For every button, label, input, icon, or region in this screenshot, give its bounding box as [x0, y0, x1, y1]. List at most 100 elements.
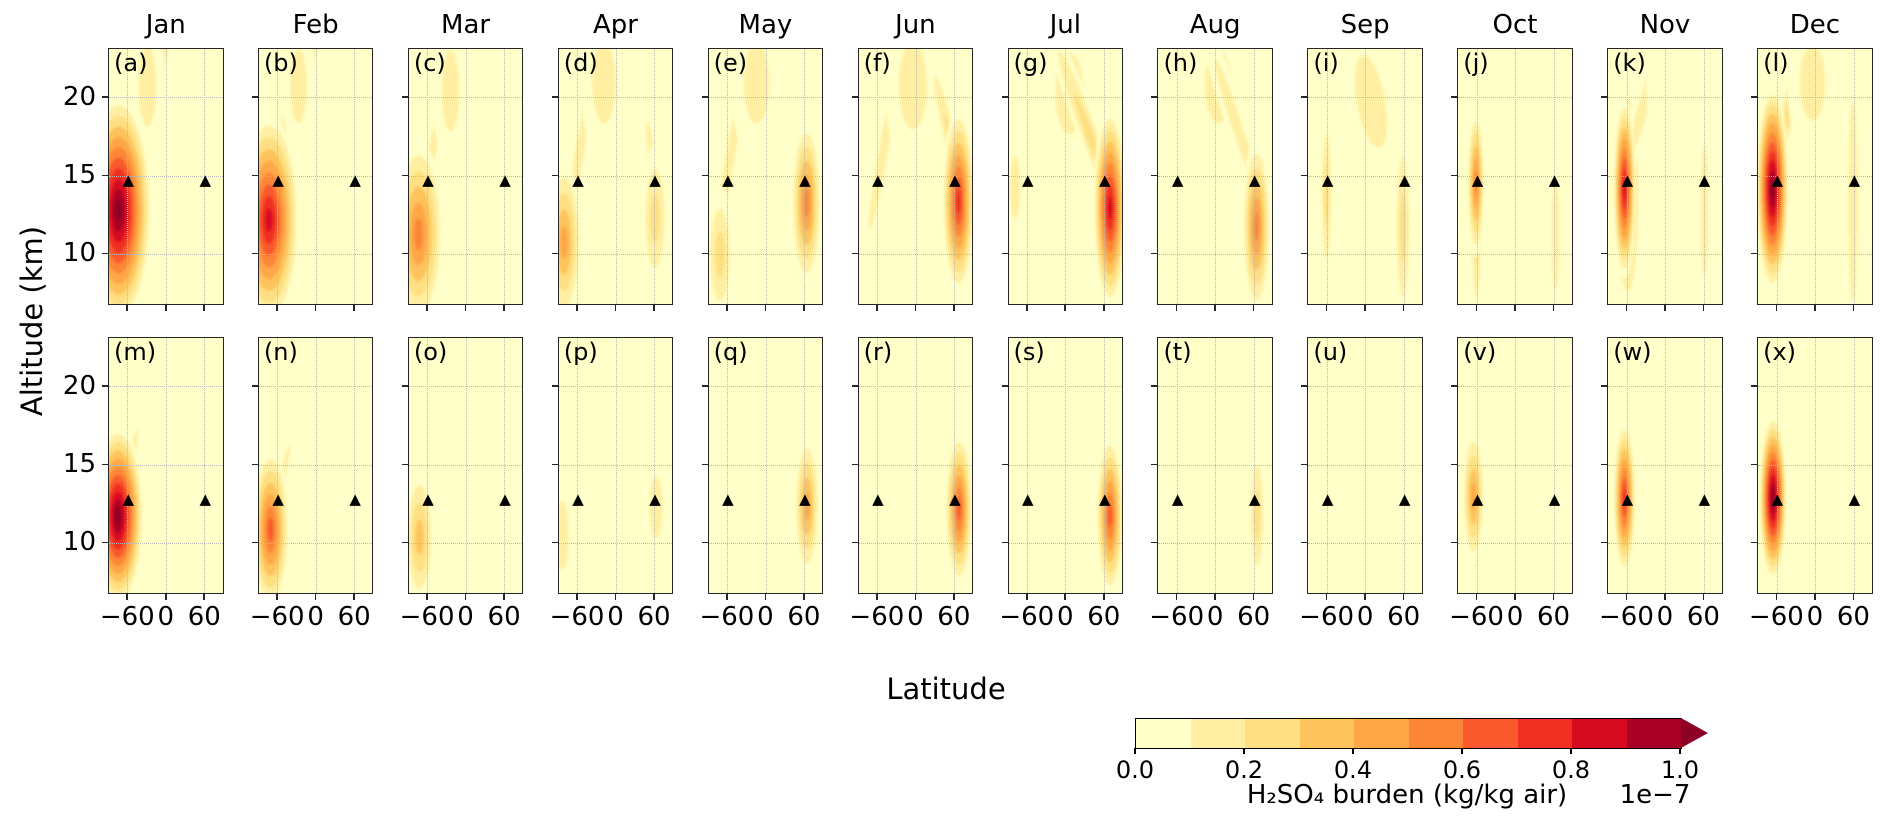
grid-line — [109, 97, 223, 99]
y-axis-tick — [701, 174, 708, 177]
panel-l: Dec ▲ ▲ (l) — [1751, 10, 1873, 311]
colorbar-tick — [1679, 748, 1681, 754]
grid-line — [408, 175, 523, 177]
x-axis-tick — [1064, 305, 1067, 311]
grid-line — [1608, 464, 1722, 466]
x-axis-tick — [1252, 305, 1255, 311]
plot-area: ▲ ▲ (j) — [1457, 48, 1573, 305]
y-axis-tick — [851, 385, 858, 387]
y-axis-tick — [251, 252, 258, 255]
x-axis-tick — [1775, 305, 1778, 311]
y-axis-tick — [102, 252, 108, 255]
x-axis-tick — [464, 305, 467, 311]
contour-blob — [408, 468, 435, 593]
grid-line — [1308, 175, 1422, 177]
grid-line — [1758, 464, 1872, 466]
grid-line — [1158, 464, 1272, 466]
x-tick-label: −60 — [1748, 602, 1804, 632]
grid-line — [1458, 253, 1572, 255]
injection-marker: ▲ — [122, 171, 135, 190]
y-axis-tick — [1001, 174, 1008, 177]
y-tick-label: 15 — [62, 449, 96, 480]
y-axis-tick — [1601, 252, 1608, 255]
plot-area: ▲ ▲ (l) — [1757, 48, 1873, 305]
injection-marker: ▲ — [122, 489, 135, 508]
colorbar-tick-label: 0.4 — [1333, 756, 1373, 784]
injection-marker: ▲ — [199, 489, 212, 508]
injection-marker: ▲ — [572, 171, 584, 190]
x-tick-label: 60 — [1686, 602, 1720, 632]
x-axis-tick — [1025, 594, 1028, 600]
injection-marker: ▲ — [1471, 171, 1484, 190]
injection-marker: ▲ — [1098, 171, 1111, 190]
grid-line — [1608, 97, 1722, 99]
plot-area: ▲ ▲ (d) — [557, 48, 674, 305]
y-axis-tick — [1751, 174, 1758, 177]
y-axis-tick — [1301, 541, 1308, 544]
x-axis-tick — [314, 594, 317, 600]
x-axis-tick — [653, 594, 655, 600]
x-axis-tick — [426, 594, 428, 600]
contour-blob — [1495, 49, 1547, 169]
panel-r: ▲ ▲ (r) −60 0 60 — [849, 337, 974, 632]
panel-title-jun: Jun — [895, 10, 936, 40]
y-axis-tick — [401, 174, 408, 177]
panel-s: ▲ ▲ (s) −60 0 60 — [999, 337, 1124, 632]
x-axis-tick — [1402, 594, 1405, 600]
injection-marker: ▲ — [1848, 489, 1861, 508]
injection-marker: ▲ — [949, 489, 961, 508]
grid-line — [408, 253, 523, 255]
plot-area: ▲ ▲ (r) — [857, 337, 974, 594]
y-axis-tick — [102, 385, 108, 387]
x-axis-tick — [1175, 305, 1178, 311]
grid-line — [408, 464, 523, 466]
contour-blob — [1242, 138, 1271, 304]
y-axis-tick — [1601, 385, 1608, 387]
y-axis-tick — [1301, 385, 1308, 387]
contour-blob — [1008, 124, 1026, 250]
panel-title-feb: Feb — [292, 10, 339, 40]
x-axis-tick — [1475, 594, 1478, 600]
injection-marker: ▲ — [1771, 489, 1784, 508]
injection-marker: ▲ — [1248, 489, 1261, 508]
injection-marker: ▲ — [1321, 171, 1334, 190]
grid-line — [1308, 253, 1422, 255]
grid-line — [1758, 386, 1872, 388]
y-axis-tick — [1001, 541, 1008, 544]
x-axis-tick — [1514, 305, 1516, 311]
injection-marker: ▲ — [722, 171, 734, 190]
y-axis-tick — [1001, 96, 1008, 98]
y-axis-tick — [1301, 463, 1308, 466]
grid-line — [858, 175, 973, 177]
panel-title-aug: Aug — [1189, 10, 1241, 40]
colorbar-label: H₂SO₄ burden (kg/kg air) — [1246, 780, 1568, 810]
panel-c: Mar ▲ ▲ (c) — [401, 10, 524, 311]
x-axis-tick — [726, 305, 728, 311]
x-axis-tick — [764, 305, 767, 311]
panel-letter-label: (p) — [563, 338, 598, 366]
grid-line — [558, 464, 673, 466]
y-axis-tick — [1001, 252, 1008, 255]
y-axis-tick — [1601, 463, 1608, 466]
x-axis-tick — [353, 594, 355, 600]
panel-p: ▲ ▲ (p) −60 0 60 — [550, 337, 674, 632]
grid-line — [1758, 175, 1872, 177]
x-axis-tick — [914, 305, 917, 311]
grid-line — [1158, 97, 1272, 99]
colorbar-segment — [1190, 719, 1245, 748]
x-tick-label: 60 — [487, 602, 521, 632]
colorbar-tick — [1352, 748, 1354, 754]
x-axis-tick — [1664, 594, 1666, 600]
injection-marker: ▲ — [1621, 489, 1634, 508]
grid-line — [109, 253, 223, 255]
y-axis-tick — [1451, 541, 1458, 544]
y-axis-tick — [1751, 385, 1758, 387]
contour-blob — [945, 430, 973, 588]
x-tick-label: 60 — [1836, 602, 1870, 632]
contour-blob — [794, 434, 820, 578]
contour-blob — [1786, 49, 1839, 158]
grid-line — [408, 542, 523, 544]
y-axis-tick — [1301, 96, 1308, 98]
y-axis-tick — [851, 174, 858, 177]
contour-blob — [942, 107, 973, 296]
